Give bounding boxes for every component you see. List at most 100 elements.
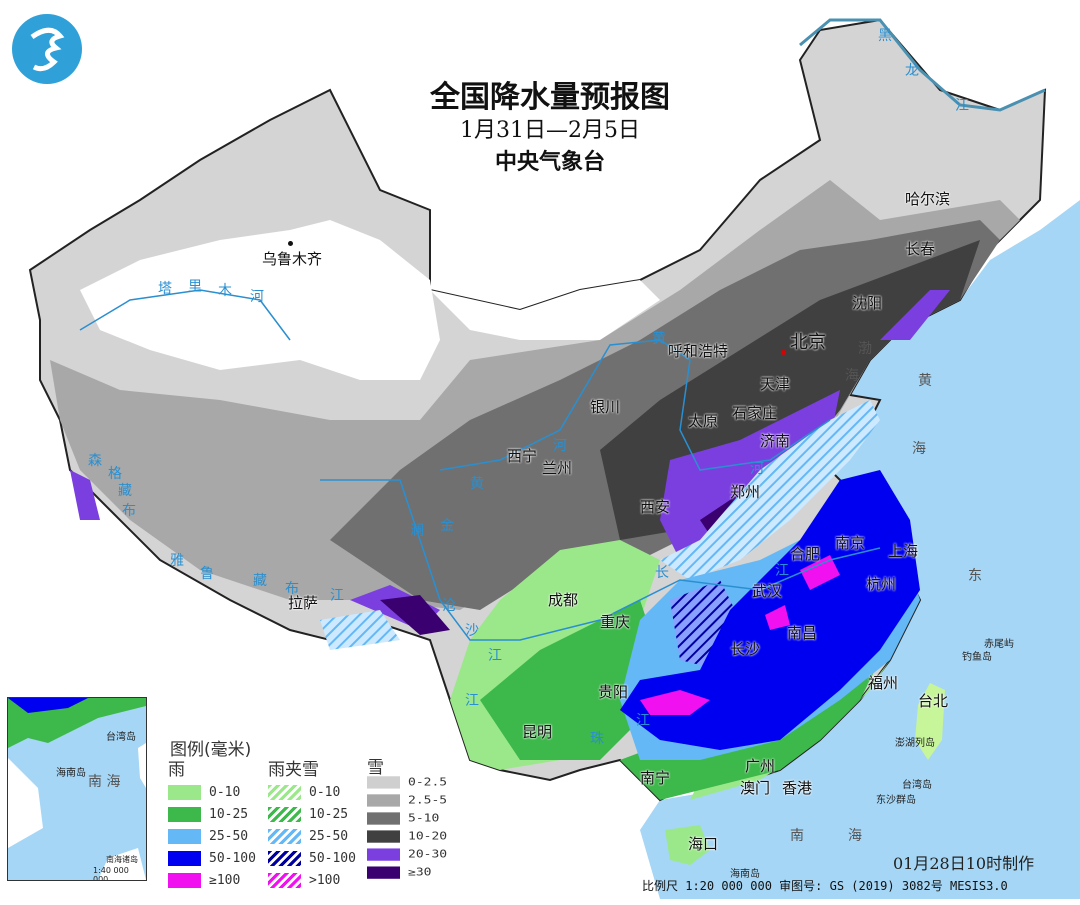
legend-range: 0-10 — [309, 784, 341, 800]
city-hefei: 合肥 — [790, 545, 821, 563]
sea-label: 海 — [912, 441, 926, 457]
river-label: 塔 — [158, 281, 172, 297]
snow-none-mongolia — [430, 280, 660, 340]
river-label: 森 — [88, 453, 102, 469]
river-label: 黑 — [878, 28, 892, 44]
inset-taiwan: 台湾岛 — [106, 732, 136, 743]
hainan-island — [665, 825, 710, 865]
legend-range: 0-2.5 — [408, 775, 448, 789]
legend-swatch — [268, 872, 301, 888]
river-label: 江 — [775, 563, 789, 579]
yellow-river — [439, 339, 831, 471]
legend-rain: 雨 0-10 10-25 25-50 50-100 ≥100 — [168, 755, 256, 891]
legend-range: 10-20 — [408, 829, 448, 843]
legend-swatch — [367, 866, 400, 879]
legend-sleet: 雨夹雪 0-10 10-25 25-50 50-100 >100 — [268, 755, 356, 891]
legend-swatch — [268, 850, 301, 866]
river-label: 河 — [750, 461, 764, 477]
river-label: 龙 — [905, 63, 919, 79]
city-urumqi: 乌鲁木齐 — [262, 250, 323, 268]
city-fuzhou: 福州 — [868, 674, 899, 692]
river-label: 藏 — [118, 483, 132, 499]
city-shijiazhuang: 石家庄 — [732, 404, 778, 422]
city-xian: 西安 — [640, 498, 671, 516]
legend-range: 50-100 — [309, 850, 356, 866]
river-label: 黄 — [470, 476, 484, 492]
inset-hainan: 海南岛 — [56, 768, 86, 779]
city-yinchuan: 银川 — [590, 398, 621, 416]
river-label: 木 — [218, 283, 232, 299]
map-title: 全国降水量预报图 — [430, 80, 670, 115]
legend-range: >100 — [309, 872, 341, 888]
tarim-river — [79, 289, 291, 341]
legend-range: 25-50 — [209, 828, 249, 844]
legend-range: 10-25 — [209, 806, 249, 822]
legend-swatch — [168, 806, 201, 822]
legend-item: 50-100 — [168, 847, 256, 869]
legend-item: 0-2.5 — [367, 773, 447, 791]
south-china-sea-inset: 台湾岛 海南岛 南 海 南海诸岛 1:40 000 000 — [7, 697, 147, 881]
legend-swatch — [268, 806, 301, 822]
city-kunming: 昆明 — [522, 723, 553, 741]
legend-item: 25-50 — [268, 825, 356, 847]
legend-item: 10-25 — [168, 803, 256, 825]
river-label: 江 — [636, 713, 650, 729]
city-nanchang: 南昌 — [787, 624, 818, 642]
river-label: 河 — [553, 438, 567, 454]
river-label: 格 — [108, 466, 122, 482]
rain-10-25 — [480, 600, 880, 800]
legend-item: 10-25 — [268, 803, 356, 825]
river-label: 雅 — [170, 553, 184, 569]
river-label: 布 — [122, 503, 136, 519]
river-label: 江 — [330, 588, 344, 604]
island-label: 赤尾屿 — [984, 639, 1014, 650]
river-label: 沧 — [442, 598, 456, 614]
river-label: 江 — [465, 693, 479, 709]
capital-dot — [781, 350, 786, 355]
city-tianjin: 天津 — [760, 375, 791, 393]
river-label: 珠 — [590, 731, 604, 747]
legend-swatch — [367, 829, 400, 843]
city-wuhan: 武汉 — [752, 582, 783, 600]
legend-swatch — [168, 828, 201, 844]
city-guangzhou: 广州 — [745, 757, 776, 775]
ocean — [640, 200, 1080, 899]
island-label: 东沙群岛 — [876, 795, 916, 806]
legend-item: 20-30 — [367, 845, 447, 863]
city-shenyang: 沈阳 — [852, 294, 883, 312]
city-taiyuan: 太原 — [688, 412, 719, 430]
legend-swatch — [168, 872, 201, 888]
city-zhengzhou: 郑州 — [730, 483, 761, 501]
legend-swatch — [268, 784, 301, 800]
river-label: 布 — [285, 581, 299, 597]
inset-scale: 1:40 000 000 — [93, 866, 129, 881]
river-label: 鲁 — [200, 566, 214, 582]
legend-range: 50-100 — [209, 850, 256, 866]
legend-snow: 雪 0-2.5 2.5-5 5-10 10-20 20-30 ≥30 — [367, 753, 447, 905]
rain-50-100 — [620, 470, 920, 750]
legend-swatch — [268, 828, 301, 844]
sea-label: 南 — [790, 828, 804, 844]
river-label: 藏 — [253, 573, 267, 589]
legend-range: 0-10 — [209, 784, 241, 800]
city-hohhot: 呼和浩特 — [668, 342, 729, 360]
city-harbin: 哈尔滨 — [905, 190, 951, 208]
legend-item: 25-50 — [168, 825, 256, 847]
legend-swatch — [367, 811, 400, 825]
city-nanning: 南宁 — [640, 769, 671, 787]
production-time: 01月28日10时制作 — [893, 854, 1035, 873]
legend-item: 50-100 — [268, 847, 356, 869]
legend-range: 20-30 — [408, 848, 448, 861]
island-label: 钓鱼岛 — [962, 652, 992, 663]
legend-item: 0-10 — [268, 781, 356, 803]
city-guiyang: 贵阳 — [598, 683, 629, 701]
island-label: 海南岛 — [730, 869, 760, 880]
legend: 图例(毫米) 雨 0-10 10-25 25-50 50-100 ≥100 雨夹雪 0-… — [160, 735, 460, 888]
river-label: 江 — [488, 648, 502, 664]
city-nanjing: 南京 — [835, 534, 866, 552]
legend-item: ≥30 — [367, 863, 447, 881]
legend-swatch — [367, 848, 400, 861]
legend-swatch — [367, 793, 400, 807]
legend-item: 0-10 — [168, 781, 256, 803]
city-taipei: 台北 — [918, 692, 949, 710]
